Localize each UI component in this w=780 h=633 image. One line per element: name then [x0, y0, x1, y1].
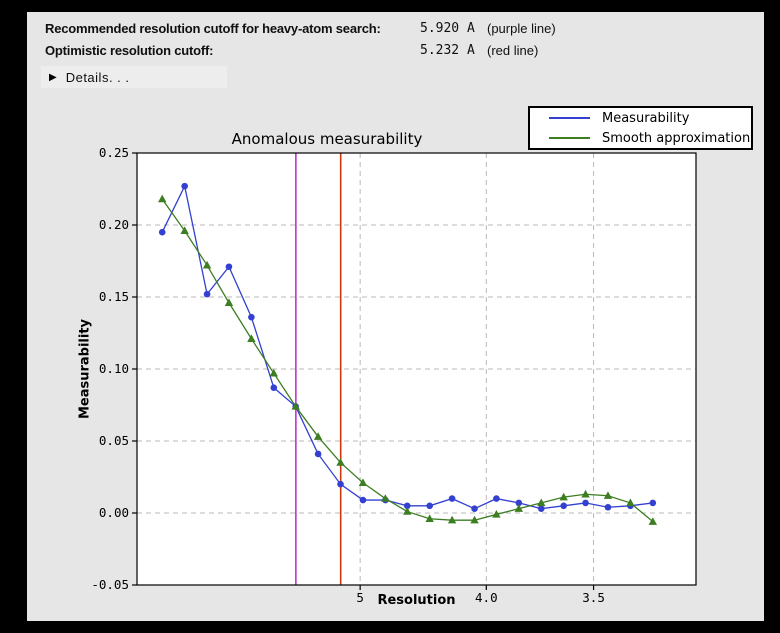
optimistic-cutoff-value: 5.232 A [420, 43, 475, 58]
legend-entry-measurability: Measurability [530, 110, 751, 127]
chart-title: Anomalous measurability [231, 130, 423, 148]
legend-entry-smooth-approximation: Smooth approximation [530, 130, 751, 147]
disclosure-triangle-icon: ▶ [49, 71, 57, 83]
svg-text:-0.05: -0.05 [91, 577, 129, 592]
svg-text:0.20: 0.20 [99, 217, 129, 232]
results-panel: Recommended resolution cutoff for heavy-… [27, 12, 764, 621]
chart-legend: Measurability Smooth approximation [528, 106, 753, 150]
recommended-cutoff-note: (purple line) [487, 21, 556, 36]
svg-text:0.10: 0.10 [99, 361, 129, 376]
recommended-cutoff-row: Recommended resolution cutoff for heavy-… [27, 21, 764, 39]
optimistic-cutoff-row: Optimistic resolution cutoff: 5.232 A (r… [27, 43, 764, 61]
svg-text:4.0: 4.0 [475, 590, 498, 605]
optimistic-cutoff-label: Optimistic resolution cutoff: [45, 43, 214, 58]
x-axis-label: Resolution [377, 593, 456, 608]
legend-label-measurability: Measurability [602, 110, 690, 126]
smooth-approximation-line-swatch [549, 137, 590, 139]
details-toggle[interactable]: ▶ Details. . . [41, 66, 227, 88]
measurability-line-swatch [549, 117, 590, 119]
svg-text:3.5: 3.5 [582, 590, 605, 605]
legend-label-smooth-approximation: Smooth approximation [602, 130, 751, 146]
svg-text:0.05: 0.05 [99, 433, 129, 448]
svg-text:5: 5 [356, 590, 364, 605]
svg-text:0.25: 0.25 [99, 145, 129, 160]
svg-text:0.00: 0.00 [99, 505, 129, 520]
measurability-plot-canvas: 0.25 0.20 0.15 0.10 0.05 0.00 -0.05 5 4.0 3.5 [91, 145, 697, 605]
optimistic-cutoff-note: (red line) [487, 43, 539, 58]
details-label: Details. . . [65, 69, 130, 85]
recommended-cutoff-label: Recommended resolution cutoff for heavy-… [45, 21, 381, 36]
svg-text:0.15: 0.15 [99, 289, 129, 304]
recommended-cutoff-value: 5.920 A [420, 21, 475, 36]
